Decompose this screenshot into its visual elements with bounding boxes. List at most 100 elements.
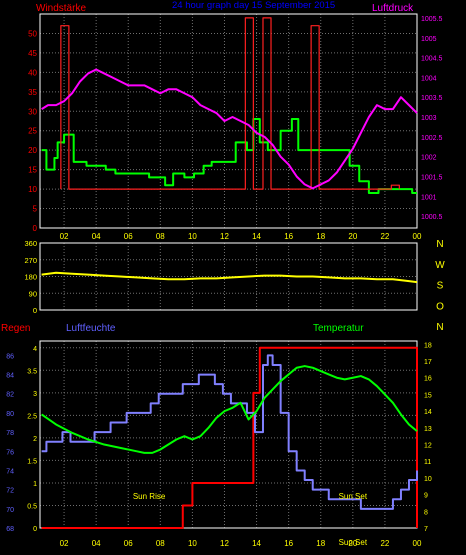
x-tick-label: 06 (124, 539, 133, 548)
x-tick-label: 16 (284, 232, 293, 241)
rain-tick-label: 0 (33, 526, 37, 533)
temperature-tick-label: 13 (424, 426, 432, 433)
right-axis-tick-label: 1004.5 (421, 56, 443, 63)
rain-series-line (41, 346, 418, 529)
left-axis-tick-label: 15 (28, 166, 37, 175)
panel-frame (39, 13, 418, 229)
x-tick-label: 06 (124, 232, 133, 241)
direction-tick-label: 360 (24, 239, 37, 248)
left-axis-tick-label: 50 (28, 29, 37, 38)
left-axis-tick-label: 25 (28, 127, 37, 136)
x-tick-label: 10 (188, 539, 197, 548)
humidity-tick-label: 86 (6, 353, 14, 360)
temperature-axis-label: Temperatur (313, 323, 364, 334)
x-tick-label: 14 (252, 539, 261, 548)
panel1-left-label: Windstärke (36, 3, 86, 14)
left-axis-tick-label: 35 (28, 88, 37, 97)
x-tick-label: 22 (380, 539, 389, 548)
humidity-tick-label: 68 (6, 526, 14, 533)
compass-label: N (436, 322, 443, 333)
right-axis-tick-label: 1004 (421, 75, 437, 82)
x-tick-label: 08 (156, 232, 165, 241)
rain-tick-label: 1 (33, 481, 37, 488)
rain-tick-label: 0.5 (27, 503, 37, 510)
right-axis-tick-label: 1000.5 (421, 214, 443, 221)
temperature-tick-label: 17 (424, 359, 432, 366)
x-tick-label: 22 (380, 232, 389, 241)
right-axis-tick-label: 1002 (421, 155, 437, 162)
humidity-tick-label: 72 (6, 488, 14, 495)
x-tick-label: 08 (156, 539, 165, 548)
humidity-tick-label: 76 (6, 449, 14, 456)
right-axis-tick-label: 1002.5 (421, 135, 443, 142)
x-tick-label: 02 (60, 232, 69, 241)
rain-tick-label: 4 (33, 346, 37, 353)
x-tick-label: 20 (348, 232, 357, 241)
humidity-series-line (41, 354, 418, 510)
temperature-series-line (41, 365, 418, 454)
x-tick-label: 02 (60, 539, 69, 548)
right-axis-tick-label: 1001 (421, 194, 437, 201)
temperature-tick-label: 8 (424, 509, 428, 516)
humidity-tick-label: 82 (6, 392, 14, 399)
x-tick-label: 12 (220, 539, 229, 548)
temperature-tick-label: 9 (424, 493, 428, 500)
temperature-tick-label: 11 (424, 459, 431, 466)
rain-tick-label: 1.5 (27, 458, 37, 465)
rain-axis-label: Regen (1, 323, 30, 334)
wind-pressure-panel: 02 04 06 08 10 12 14 16 18 20 22 000510152025303540… (28, 13, 443, 241)
x-tick-label: 18 (316, 539, 325, 548)
gust-series-line (60, 17, 400, 190)
right-axis-tick-label: 1005 (421, 36, 437, 43)
left-axis-tick-label: 30 (28, 107, 37, 116)
right-axis-tick-label: 1005.5 (421, 16, 443, 23)
temperature-tick-label: 15 (424, 392, 432, 399)
temperature-tick-label: 10 (424, 476, 432, 483)
temperature-tick-label: 14 (424, 409, 432, 416)
sun-annotation: Sun Rise (133, 492, 166, 501)
right-axis-tick-label: 1003.5 (421, 95, 443, 102)
x-tick-label: 04 (92, 539, 101, 548)
x-tick-label: 00 (413, 232, 422, 241)
left-axis-tick-label: 20 (28, 146, 37, 155)
sun-annotation: Sun Set (339, 492, 368, 501)
chart-title: 24 hour graph day 15 September 2015 (172, 0, 335, 11)
humidity-axis-label: Luftfeuchte (66, 323, 116, 334)
x-tick-label: 16 (284, 539, 293, 548)
left-axis-tick-label: 0 (33, 224, 38, 233)
wind-series-line (41, 118, 417, 194)
panel1-right-label: Luftdruck (372, 3, 414, 14)
pressure-series-line (41, 68, 418, 190)
compass-label: S (437, 281, 444, 292)
rain-tick-label: 3.5 (27, 368, 37, 375)
sun-annotation: Sun Set (339, 538, 368, 547)
x-tick-label: 14 (252, 232, 261, 241)
temperature-tick-label: 7 (424, 526, 428, 533)
compass-label: W (435, 260, 445, 271)
humidity-tick-label: 74 (6, 468, 14, 475)
left-axis-tick-label: 10 (28, 185, 37, 194)
direction-tick-label: 180 (24, 273, 37, 282)
right-axis-tick-label: 1003 (421, 115, 437, 122)
x-tick-label: 04 (92, 232, 101, 241)
temperature-tick-label: 18 (424, 342, 432, 349)
compass-label: O (436, 301, 444, 312)
x-tick-label: 00 (413, 539, 422, 548)
x-tick-label: 18 (316, 232, 325, 241)
direction-tick-label: 90 (29, 289, 37, 298)
humidity-tick-label: 80 (6, 411, 14, 418)
left-axis-tick-label: 45 (28, 49, 37, 58)
humidity-tick-label: 78 (6, 430, 14, 437)
x-tick-label: 12 (220, 232, 229, 241)
right-axis-tick-label: 1001.5 (421, 174, 443, 181)
panel-frame (39, 242, 418, 311)
compass-label: N (436, 239, 443, 250)
left-axis-tick-label: 40 (28, 68, 37, 77)
x-tick-label: 10 (188, 232, 197, 241)
humidity-tick-label: 84 (6, 373, 14, 380)
rain-tick-label: 2 (33, 436, 37, 443)
direction-series-line (41, 271, 418, 284)
